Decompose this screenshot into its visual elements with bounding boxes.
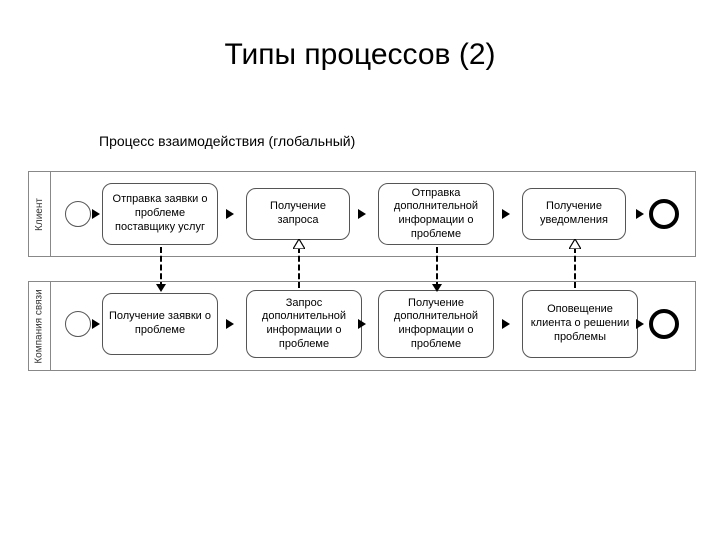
seq-arrow-company-1 <box>226 319 234 329</box>
start-event-company <box>65 311 91 337</box>
msg-line-1 <box>298 247 300 288</box>
msg-line-2 <box>436 247 438 288</box>
msg-arrow-3 <box>569 239 579 247</box>
seq-arrow-client-2 <box>358 209 366 219</box>
task-client-1: Получение запроса <box>246 188 350 240</box>
task-company-2: Получение дополнительной информации о пр… <box>378 290 494 358</box>
page: Типы процессов (2) Процесс взаимодействи… <box>0 0 720 540</box>
lane-client-label: Клиент <box>29 172 51 256</box>
msg-arrow-1 <box>293 239 303 247</box>
end-event-client <box>649 199 679 229</box>
msg-line-3 <box>574 247 576 288</box>
task-client-3: Получение уведомления <box>522 188 626 240</box>
seq-arrow-client-3 <box>502 209 510 219</box>
task-company-3: Оповещение клиента о решении проблемы <box>522 290 638 358</box>
task-client-0: Отправка заявки о проблеме поставщику ус… <box>102 183 218 245</box>
task-client-2: Отправка дополнительной информации о про… <box>378 183 494 245</box>
seq-arrow-client-4 <box>636 209 644 219</box>
seq-arrow-client-1 <box>226 209 234 219</box>
seq-arrow-client-0 <box>92 209 100 219</box>
subtitle: Процесс взаимодействия (глобальный) <box>99 133 355 149</box>
lane-company-label: Компания связи <box>29 282 51 370</box>
lane-client-label-text: Клиент <box>34 198 45 231</box>
seq-arrow-company-4 <box>636 319 644 329</box>
seq-arrow-company-0 <box>92 319 100 329</box>
seq-arrow-company-3 <box>502 319 510 329</box>
start-event-client <box>65 201 91 227</box>
end-event-company <box>649 309 679 339</box>
task-company-1: Запрос дополнительной информации о пробл… <box>246 290 362 358</box>
msg-arrow-0 <box>156 284 166 292</box>
seq-arrow-company-2 <box>358 319 366 329</box>
task-company-0: Получение заявки о проблеме <box>102 293 218 355</box>
msg-line-0 <box>160 247 162 288</box>
msg-arrow-2 <box>432 284 442 292</box>
lane-company-label-text: Компания связи <box>34 289 45 363</box>
page-title: Типы процессов (2) <box>0 38 720 72</box>
